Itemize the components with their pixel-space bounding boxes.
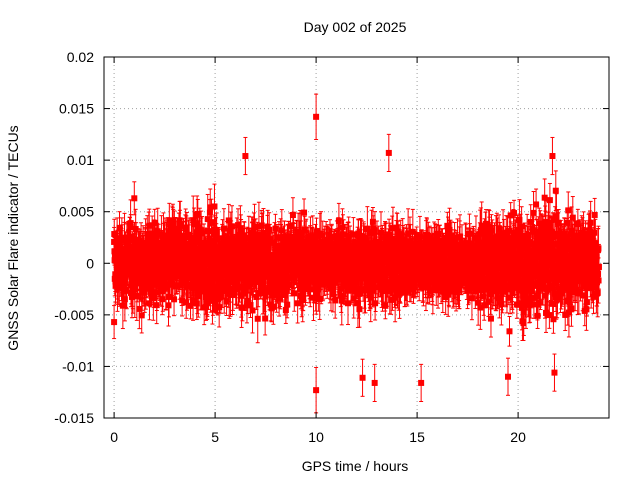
x-tick-label: 20 — [510, 429, 526, 445]
y-tick-label: -0.015 — [54, 410, 94, 426]
data-series — [111, 93, 602, 414]
y-tick-label: 0.01 — [67, 152, 94, 168]
data-point — [552, 170, 559, 212]
data-point — [131, 181, 138, 216]
data-point — [505, 357, 511, 396]
data-point — [127, 214, 134, 241]
chart-title: Day 002 of 2025 — [304, 19, 407, 35]
data-point — [313, 366, 320, 414]
data-point — [242, 136, 249, 176]
x-tick-label: 10 — [308, 429, 324, 445]
y-tick-label: 0 — [86, 255, 94, 271]
x-tick-label: 15 — [409, 429, 425, 445]
y-tick-label: 0.005 — [59, 204, 94, 220]
y-tick-label: -0.01 — [62, 358, 94, 374]
data-point — [359, 358, 366, 397]
data-point — [506, 315, 513, 347]
y-axis-label: GNSS Solar Flare indicator / TECUs — [5, 125, 21, 350]
x-tick-labels: 0 5 10 15 20 — [110, 429, 526, 445]
y-tick-label: 0.015 — [59, 101, 94, 117]
x-tick-label: 5 — [211, 429, 219, 445]
data-point — [254, 294, 261, 344]
data-point — [371, 363, 378, 402]
data-point — [549, 136, 556, 176]
data-point — [418, 363, 425, 402]
y-tick-labels: -0.015 -0.01 -0.005 0 0.005 0.01 0.015 0.02 — [54, 49, 94, 426]
data-point — [111, 305, 118, 340]
x-tick-label: 0 — [110, 429, 118, 445]
data-point — [385, 133, 392, 172]
y-tick-label: -0.005 — [54, 307, 94, 323]
x-axis-label: GPS time / hours — [302, 458, 409, 474]
data-point — [551, 353, 558, 392]
data-point — [313, 93, 320, 141]
y-tick-label: 0.02 — [67, 49, 94, 65]
